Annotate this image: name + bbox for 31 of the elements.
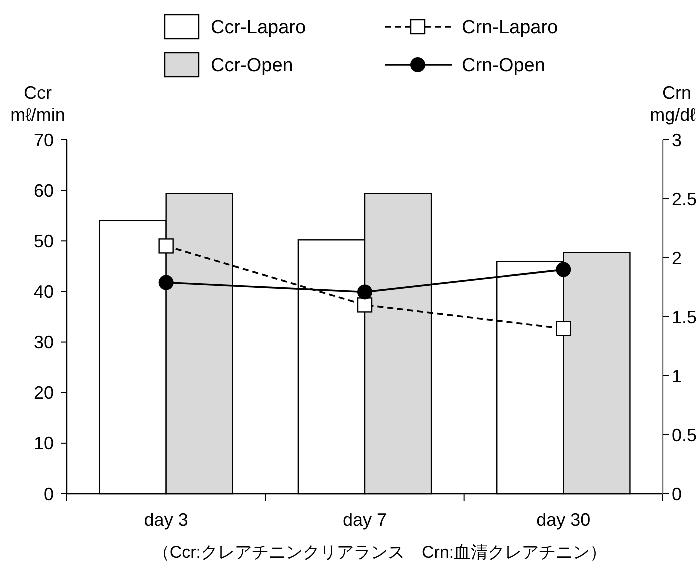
legend-label: Ccr-Laparo xyxy=(211,18,306,39)
text: （Ccr:クレアチニンクリアランス Crn:血清クレアチニン） xyxy=(152,543,608,562)
x-tick-label: day 3 xyxy=(144,510,188,530)
y-tick-label: 10 xyxy=(34,434,54,454)
legend-label: Crn-Open xyxy=(462,56,546,77)
y-tick-label: 50 xyxy=(34,231,54,252)
x-tick-label: day 7 xyxy=(342,510,388,530)
y2-tick-label: 2.5 xyxy=(672,189,698,210)
point xyxy=(556,321,572,336)
y2-tick-label: 1 xyxy=(672,366,682,386)
point xyxy=(358,284,372,300)
legend-label: Crn-Laparo xyxy=(462,18,558,39)
y-tick-label: 30 xyxy=(34,332,54,353)
y-tick-label: 20 xyxy=(34,383,54,404)
point xyxy=(158,275,174,290)
y2-tick-label: 0.5 xyxy=(672,425,698,446)
y-tick-label: 0 xyxy=(44,484,54,504)
y2-tick-label: 1.5 xyxy=(672,307,698,328)
legend-label: Ccr-Open xyxy=(211,56,294,77)
y2-tick-label: 0 xyxy=(672,484,682,504)
y-axis-title: Ccr mℓ/min xyxy=(10,83,66,125)
y2-tick-label: 2 xyxy=(672,248,682,268)
y-tick-label: 70 xyxy=(34,130,54,150)
y-tick-label: 40 xyxy=(34,282,54,302)
x-tick-label: day 30 xyxy=(536,510,591,530)
point xyxy=(556,262,572,278)
y2-axis-title: Crn mg/dℓ xyxy=(650,83,696,125)
y2-tick-label: 3 xyxy=(672,130,682,150)
point xyxy=(357,298,373,313)
point xyxy=(158,238,174,254)
y-tick-label: 60 xyxy=(34,180,54,201)
